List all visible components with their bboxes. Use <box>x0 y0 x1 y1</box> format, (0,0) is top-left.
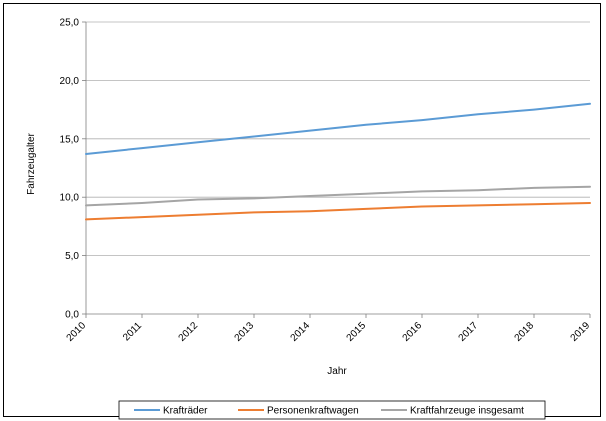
y-tick-label: 20,0 <box>60 76 80 87</box>
axes <box>82 21 591 318</box>
x-tick-label: 2010 <box>65 320 89 344</box>
legend: Krafträder Personenkraftwagen Kraftfahrzeu… <box>118 400 546 420</box>
series-line-1 <box>85 202 591 221</box>
series-line-2 <box>85 185 591 207</box>
x-tick-label: 2013 <box>233 320 257 344</box>
y-tick-label: 25,0 <box>60 18 80 29</box>
series-lines <box>85 102 591 221</box>
x-tick-label: 2015 <box>345 320 369 344</box>
x-tick-labels: 2010 2011 2012 2013 2014 2015 2016 2017 2018 2019 <box>65 320 593 344</box>
x-tick-label: 2011 <box>121 320 144 343</box>
y-tick-label: 15,0 <box>60 134 80 145</box>
x-tick-label: 2016 <box>401 320 425 344</box>
x-axis-title: Jahr <box>327 366 347 377</box>
gridlines <box>86 21 590 257</box>
x-tick-label: 2018 <box>513 320 537 344</box>
legend-box <box>118 400 546 420</box>
x-tick-label: 2019 <box>569 320 593 344</box>
y-tick-label: 0,0 <box>65 310 79 321</box>
chart-frame <box>3 3 601 417</box>
series-line-0 <box>85 102 591 155</box>
y-tick-label: 10,0 <box>60 193 80 204</box>
legend-label: Kraftfahrzeuge insgesamt <box>410 406 524 417</box>
x-tick-label: 2012 <box>177 320 201 344</box>
x-tick-label: 2014 <box>289 320 313 344</box>
legend-label: Personenkraftwagen <box>267 406 359 417</box>
y-tick-labels: 0,0 5,0 10,0 15,0 20,0 25,0 <box>60 18 80 321</box>
y-tick-label: 5,0 <box>65 251 79 262</box>
legend-label: Krafträder <box>163 406 208 417</box>
y-axis-title: Fahrzeugalter <box>26 132 37 194</box>
x-tick-label: 2017 <box>457 320 481 344</box>
